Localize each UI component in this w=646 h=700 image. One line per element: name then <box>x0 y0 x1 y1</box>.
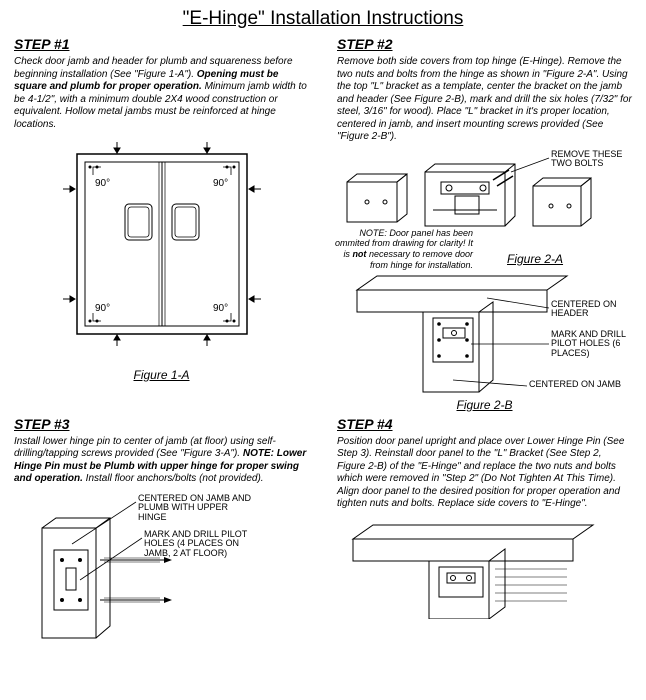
step3-body: Install lower hinge pin to center of jam… <box>14 436 309 486</box>
step1-column: STEP #1 Check door jamb and header for p… <box>0 36 323 412</box>
figure-4-svg <box>337 519 637 619</box>
figure-1a-wrap: 90° 90° 90° 90° Figur <box>14 139 309 384</box>
step2-column: STEP #2 Remove both side covers from top… <box>323 36 646 412</box>
callout-step3-centered: CENTERED ON JAMB AND PLUMB WITH UPPER HI… <box>138 494 258 524</box>
figure-2b-wrap: CENTERED ON HEADER MARK AND DRILL PILOT … <box>337 272 632 412</box>
svg-text:90°: 90° <box>213 303 228 314</box>
step2-heading: STEP #2 <box>337 36 632 52</box>
figure-2a-wrap: REMOVE THESE TWO BOLTS NOTE: Door panel … <box>337 152 632 270</box>
step4-body: Position door panel upright and place ov… <box>337 436 632 511</box>
callout-pilot-holes: MARK AND DRILL PILOT HOLES (6 PLACES) <box>551 330 637 360</box>
callout-step3-pilot: MARK AND DRILL PILOT HOLES (4 PLACES ON … <box>144 530 264 560</box>
figure-2a-caption: Figure 2-A <box>507 252 563 266</box>
step4-column: STEP #4 Position door panel upright and … <box>323 416 646 644</box>
figure-2a-note-bold: not <box>352 249 366 259</box>
figure-4-wrap <box>337 519 632 619</box>
figure-1a-caption: Figure 1-A <box>133 368 189 382</box>
step3-heading: STEP #3 <box>14 416 309 432</box>
figure-1a-svg: 90° 90° 90° 90° <box>37 139 287 364</box>
step4-heading: STEP #4 <box>337 416 632 432</box>
svg-text:90°: 90° <box>213 178 228 189</box>
figure-3a-wrap: CENTERED ON JAMB AND PLUMB WITH UPPER HI… <box>14 494 309 644</box>
svg-text:90°: 90° <box>95 178 110 189</box>
callout-remove-bolts: REMOVE THESE TWO BOLTS <box>551 150 631 170</box>
figure-2b-caption: Figure 2-B <box>456 398 512 412</box>
figure-2a-note-post: necessary to remove door from hinge for … <box>366 249 473 270</box>
svg-text:90°: 90° <box>95 303 110 314</box>
step3-body-post: Install floor anchors/bolts (not provide… <box>83 473 264 484</box>
callout-centered-header: CENTERED ON HEADER <box>551 300 631 320</box>
step2-body: Remove both side covers from top hinge (… <box>337 56 632 144</box>
row-2: STEP #3 Install lower hinge pin to cente… <box>0 416 646 644</box>
step3-column: STEP #3 Install lower hinge pin to cente… <box>0 416 323 644</box>
step3-body-pre: Install lower hinge pin to center of jam… <box>14 436 276 460</box>
callout-centered-jamb: CENTERED ON JAMB <box>529 380 639 390</box>
row-1: STEP #1 Check door jamb and header for p… <box>0 36 646 412</box>
page-title: "E-Hinge" Installation Instructions <box>0 0 646 36</box>
step1-body: Check door jamb and header for plumb and… <box>14 56 309 131</box>
figure-2a-note: NOTE: Door panel has been ommited from d… <box>333 228 473 271</box>
step1-heading: STEP #1 <box>14 36 309 52</box>
